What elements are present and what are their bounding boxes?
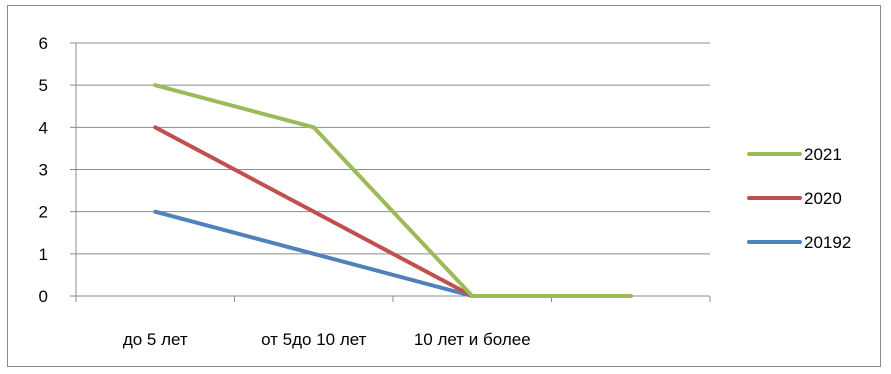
- y-tick-label: 2: [39, 203, 48, 222]
- legend-label: 2020: [804, 189, 842, 208]
- axes: [70, 43, 711, 302]
- y-tick-labels: 0 1 2 3 4 5 6: [39, 34, 48, 306]
- y-tick-label: 3: [39, 161, 48, 180]
- x-tick-labels: до 5 лет от 5до 10 лет 10 лет и более: [123, 330, 531, 349]
- x-tick-label: до 5 лет: [123, 330, 188, 349]
- chart-frame: [7, 5, 881, 367]
- y-tick-label: 5: [39, 76, 48, 95]
- x-tick-label: 10 лет и более: [414, 330, 531, 349]
- legend-label: 2021: [804, 145, 842, 164]
- y-tick-label: 4: [39, 118, 48, 137]
- y-tick-label: 0: [39, 287, 48, 306]
- y-tick-label: 6: [39, 34, 48, 53]
- legend-label: 20192: [804, 233, 851, 252]
- series-line-2021: [153, 83, 633, 298]
- series-lines: [153, 83, 633, 298]
- y-tick-label: 1: [39, 245, 48, 264]
- gridlines: [70, 42, 710, 255]
- legend: 2021 2020 20192: [747, 145, 851, 252]
- x-tick-label: от 5до 10 лет: [261, 330, 367, 349]
